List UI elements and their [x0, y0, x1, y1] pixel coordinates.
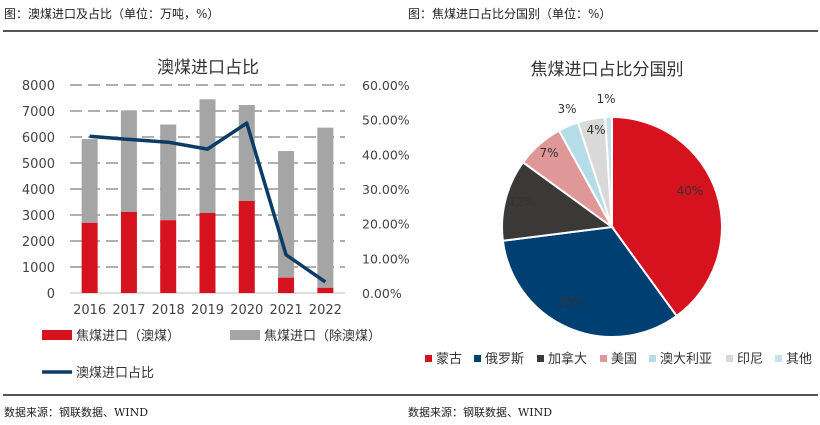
pie-slice-6: [604, 115, 613, 228]
right-source-note: 数据来源：钢联数据、WIND: [408, 406, 553, 419]
x-tick-label: 2022: [309, 303, 342, 318]
x-tick-label: 2020: [230, 303, 263, 318]
bar-australia-2017: [120, 211, 137, 293]
header-divider: [3, 30, 818, 32]
right-chart-title: 焦煤进口占比分国别: [531, 60, 684, 80]
legend-swatch-non-australia: [230, 330, 260, 340]
y2-tick-label: 60.00%: [362, 78, 410, 93]
legend-label: 印尼: [737, 352, 763, 367]
pie-data-label: 12%: [509, 195, 536, 209]
legend-label: 焦煤进口（澳煤）: [76, 328, 180, 344]
y-tick-label: 0: [47, 287, 55, 302]
bar-non-australia-2020: [238, 105, 255, 201]
right-figure-caption: 图：焦煤进口占比分国别（单位：%）: [408, 7, 612, 21]
footer-divider: [3, 394, 818, 396]
bar-non-australia-2017: [120, 110, 137, 212]
bar-australia-2019: [199, 212, 216, 293]
pie-slice-2: [501, 160, 615, 242]
legend-swatch: [775, 355, 782, 362]
legend-swatch: [649, 355, 656, 362]
y-tick-label: 2000: [22, 235, 55, 250]
legend-label: 美国: [611, 352, 637, 367]
y-tick-label: 1000: [22, 261, 55, 276]
bar-non-australia-2019: [199, 99, 216, 213]
pie-data-label: 7%: [539, 146, 558, 160]
bar-australia-2018: [160, 220, 177, 293]
legend-label: 蒙古: [436, 352, 462, 367]
bar-australia-2022: [317, 287, 334, 293]
pie-slice-0: [611, 115, 723, 318]
y-tick-label: 8000: [22, 79, 55, 94]
y2-tick-label: 30.00%: [362, 182, 410, 197]
y2-tick-label: 50.00%: [362, 113, 410, 128]
y-tick-label: 6000: [22, 131, 55, 146]
bar-non-australia-2022: [317, 127, 334, 288]
legend-swatch: [474, 355, 481, 362]
legend-swatch: [726, 355, 733, 362]
bar-non-australia-2016: [81, 139, 98, 223]
x-tick-label: 2016: [73, 303, 106, 318]
left-chart-title: 澳煤进口占比: [157, 58, 259, 78]
x-tick-label: 2021: [270, 303, 303, 318]
legend-swatch: [537, 355, 544, 362]
pie-data-label: 40%: [677, 184, 704, 198]
bar-non-australia-2018: [160, 124, 177, 221]
y2-tick-label: 0.00%: [362, 286, 402, 301]
legend-label: 其他: [786, 352, 812, 367]
australia-share-line: [89, 121, 327, 284]
pie-data-label: 33%: [557, 295, 584, 309]
bar-australia-2020: [238, 200, 255, 293]
left-figure-caption: 图：澳煤进口及占比（单位：万吨，%）: [4, 7, 220, 21]
legend-swatch: [425, 355, 432, 362]
bar-australia-2016: [81, 222, 98, 293]
pie-data-label: 1%: [596, 92, 615, 106]
y-tick-label: 3000: [22, 209, 55, 224]
legend-label: 加拿大: [548, 351, 587, 367]
bar-australia-2021: [278, 277, 295, 293]
legend-label: 澳煤进口占比: [76, 365, 154, 381]
left-source-note: 数据来源：钢联数据、WIND: [4, 406, 149, 419]
legend-swatch-australia: [42, 330, 72, 340]
legend-label: 澳大利亚: [660, 351, 712, 367]
pie-data-label: 3%: [557, 102, 576, 116]
x-tick-label: 2018: [152, 303, 185, 318]
y-tick-label: 5000: [22, 157, 55, 172]
legend-swatch: [600, 355, 607, 362]
pie-data-label: 4%: [586, 123, 605, 137]
y-tick-label: 7000: [22, 105, 55, 120]
y2-tick-label: 20.00%: [362, 217, 410, 232]
x-tick-label: 2019: [191, 303, 224, 318]
legend-label: 俄罗斯: [485, 352, 524, 367]
pie-slice-1: [501, 225, 679, 338]
x-tick-label: 2017: [112, 303, 145, 318]
y2-tick-label: 40.00%: [362, 147, 410, 162]
y-tick-label: 4000: [22, 183, 55, 198]
y2-tick-label: 10.00%: [362, 251, 410, 266]
legend-label: 焦煤进口（除澳煤）: [264, 328, 381, 344]
